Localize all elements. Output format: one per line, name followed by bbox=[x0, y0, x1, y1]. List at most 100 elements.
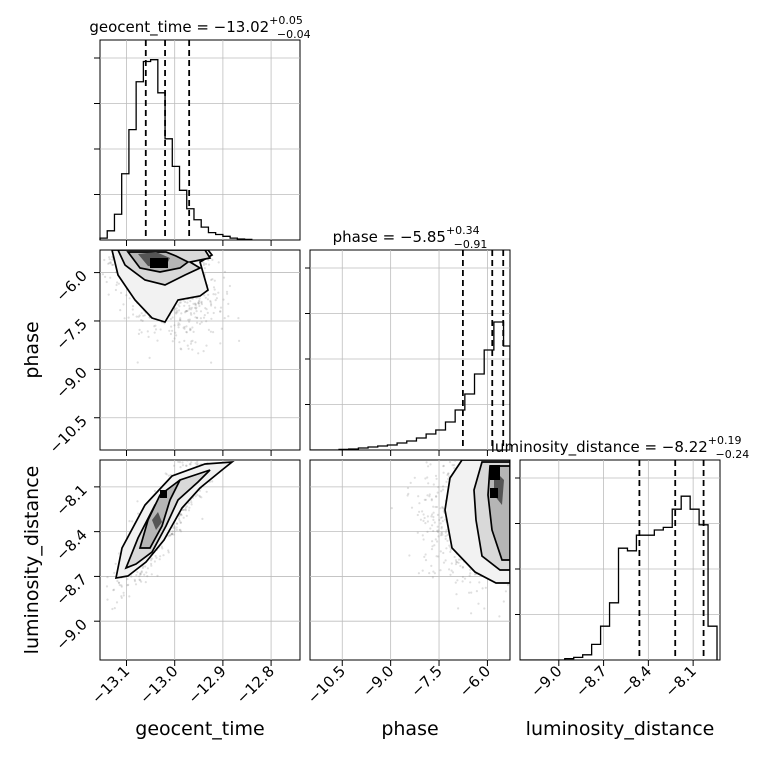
scatter-point bbox=[133, 580, 137, 583]
scatter-point bbox=[183, 339, 186, 342]
scatter-point bbox=[185, 464, 188, 467]
scatter-point bbox=[432, 518, 435, 522]
scatter-point bbox=[184, 508, 187, 511]
scatter-point bbox=[435, 477, 438, 480]
scatter-point bbox=[204, 262, 208, 266]
scatter-point bbox=[193, 312, 196, 315]
scatter-point bbox=[448, 435, 450, 437]
scatter-point bbox=[223, 270, 227, 273]
scatter-point bbox=[199, 456, 201, 458]
scatter-point bbox=[436, 540, 439, 543]
scatter-point bbox=[204, 453, 206, 455]
scatter-point bbox=[88, 256, 90, 258]
y-tick-label: −6.0 bbox=[52, 267, 90, 305]
scatter-point bbox=[202, 316, 206, 319]
scatter-point bbox=[189, 329, 192, 332]
scatter-point bbox=[111, 258, 114, 261]
scatter-point bbox=[454, 559, 458, 562]
scatter-point bbox=[440, 532, 443, 535]
scatter-point bbox=[191, 348, 194, 351]
scatter-point bbox=[444, 518, 447, 521]
scatter-point bbox=[431, 540, 434, 543]
scatter-point bbox=[406, 486, 410, 490]
contour-line bbox=[114, 460, 235, 580]
scatter-point bbox=[436, 513, 439, 517]
gridlines bbox=[310, 460, 510, 660]
x-tick-label: −6.0 bbox=[456, 662, 494, 700]
scatter-point bbox=[209, 453, 211, 455]
scatter-point bbox=[437, 486, 440, 489]
scatter-point bbox=[439, 516, 443, 519]
scatter-point bbox=[477, 602, 480, 605]
scatter-point bbox=[72, 261, 74, 263]
scatter-point bbox=[190, 308, 193, 311]
scatter-point bbox=[449, 550, 452, 554]
scatter-point bbox=[178, 323, 181, 326]
x-tick-label: −8.4 bbox=[617, 662, 655, 700]
scatter-point bbox=[441, 533, 444, 536]
scatter-point bbox=[426, 476, 429, 479]
scatter-point bbox=[194, 453, 196, 455]
scatter-point bbox=[432, 505, 435, 508]
scatter-point bbox=[427, 465, 430, 468]
scatter-point bbox=[126, 578, 129, 581]
scatter-point bbox=[138, 314, 141, 317]
scatter-point bbox=[106, 598, 109, 601]
scatter-point bbox=[141, 319, 144, 322]
scatter-point bbox=[426, 530, 429, 534]
scatter-point bbox=[125, 294, 128, 297]
scatter-point bbox=[207, 293, 210, 296]
scatter-point bbox=[454, 581, 457, 584]
scatter-point bbox=[113, 607, 116, 610]
scatter-point bbox=[422, 519, 425, 523]
scatter-point bbox=[506, 583, 510, 586]
scatter-point bbox=[214, 293, 217, 296]
scatter-point bbox=[112, 588, 116, 591]
density-fill bbox=[152, 512, 162, 530]
scatter-point bbox=[175, 528, 178, 532]
scatter-point bbox=[200, 301, 203, 304]
scatter-point bbox=[440, 525, 443, 529]
scatter-point bbox=[146, 567, 149, 570]
scatter-point bbox=[447, 450, 449, 452]
scatter-point bbox=[462, 457, 464, 459]
scatter-point bbox=[458, 434, 460, 436]
scatter-point bbox=[227, 315, 230, 318]
title-phase: phase = −5.85+0.34 −0.91 bbox=[333, 224, 488, 251]
scatter-point bbox=[196, 460, 199, 463]
x-tick-label: −8.1 bbox=[661, 662, 699, 700]
scatter-point bbox=[194, 495, 197, 498]
scatter-point bbox=[423, 555, 426, 559]
scatter-point bbox=[195, 455, 197, 457]
scatter-point bbox=[174, 308, 177, 311]
contour-line bbox=[473, 461, 510, 571]
scatter-point bbox=[441, 520, 444, 523]
scatter-point bbox=[422, 513, 425, 516]
scatter-point bbox=[190, 503, 193, 506]
scatter-point bbox=[190, 501, 193, 504]
scatter-point bbox=[181, 464, 185, 467]
scatter-point bbox=[212, 311, 215, 315]
scatter-point bbox=[175, 526, 178, 529]
scatter-point bbox=[202, 350, 205, 353]
scatter-point bbox=[156, 574, 159, 577]
scatter-point bbox=[390, 507, 393, 510]
scatter-point bbox=[140, 312, 143, 315]
scatter-point bbox=[180, 514, 183, 517]
scatter-point bbox=[213, 435, 215, 437]
scatter-point bbox=[445, 480, 448, 483]
scatter-point bbox=[159, 328, 162, 331]
scatter-point bbox=[169, 332, 172, 336]
scatter-point bbox=[441, 488, 445, 491]
scatter-point bbox=[465, 443, 467, 445]
scatter-point bbox=[156, 339, 159, 342]
scatter-point bbox=[428, 495, 431, 498]
x-tick-label: −7.5 bbox=[407, 662, 445, 700]
scatter-point bbox=[218, 422, 220, 424]
scatter-point bbox=[435, 505, 439, 509]
scatter-point bbox=[196, 316, 199, 320]
scatter-point bbox=[122, 594, 125, 597]
scatter-point bbox=[170, 532, 173, 535]
scatter-point bbox=[451, 571, 455, 574]
scatter-point bbox=[481, 587, 484, 590]
